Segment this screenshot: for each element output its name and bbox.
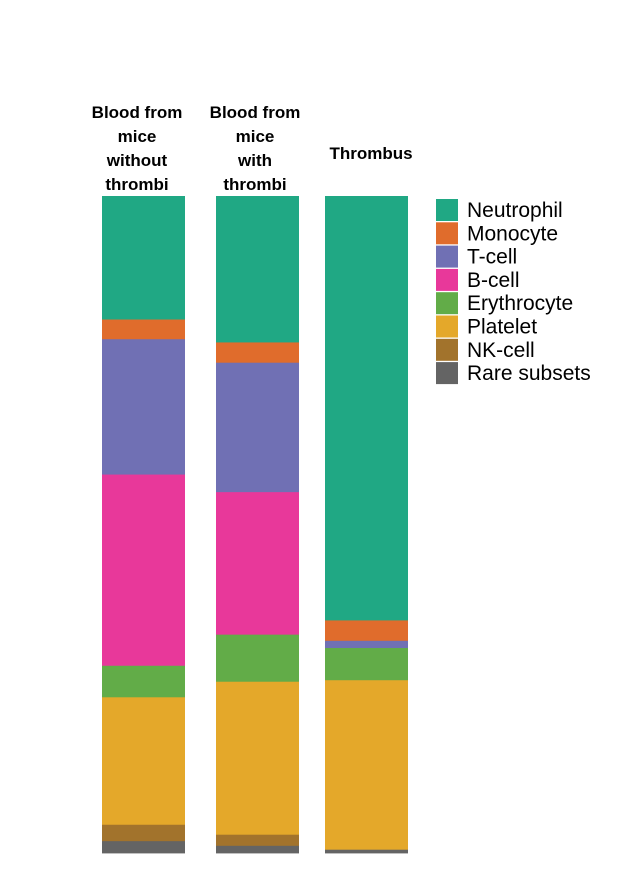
legend-label: Rare subsets — [467, 362, 591, 385]
bar-segment-erythrocyte — [325, 648, 408, 681]
bar-column-2 — [216, 196, 299, 854]
column-title-3: Thrombus — [329, 144, 412, 163]
legend-item-t-cell: T-cell — [436, 245, 517, 269]
legend-label: B-cell — [467, 269, 520, 292]
legend-swatch — [436, 292, 458, 315]
column-title-line: mice — [236, 127, 275, 146]
legend-item-rare-subsets: Rare subsets — [436, 362, 591, 385]
column-title-line: Thrombus — [329, 144, 412, 163]
bar-columns — [102, 196, 408, 854]
column-title-line: thrombi — [105, 175, 168, 194]
bar-segment-platelet — [102, 697, 185, 826]
bar-segment-erythrocyte — [216, 634, 299, 683]
bar-segment-nk-cell — [102, 824, 185, 842]
column-title-line: with — [237, 151, 272, 170]
bar-segment-monocyte — [325, 620, 408, 642]
bar-segment-monocyte — [102, 319, 185, 340]
bar-column-3 — [325, 196, 408, 854]
legend-swatch — [436, 222, 458, 245]
legend: NeutrophilMonocyteT-cellB-cellErythrocyt… — [436, 199, 591, 385]
bar-segment-rare-subsets — [102, 841, 185, 854]
column-title-line: thrombi — [223, 175, 286, 194]
legend-swatch — [436, 199, 458, 221]
bar-segment-platelet — [325, 680, 408, 851]
legend-item-platelet: Platelet — [436, 315, 537, 339]
bar-segment-rare-subsets — [325, 849, 408, 854]
legend-item-b-cell: B-cell — [436, 268, 520, 292]
column-title-line: Blood from — [210, 103, 301, 122]
column-title-1: Blood from mice without thrombi — [92, 103, 183, 194]
legend-label: NK-cell — [467, 339, 535, 362]
legend-swatch — [436, 338, 458, 361]
bar-segment-nk-cell — [216, 834, 299, 847]
bar-column-1 — [102, 196, 185, 854]
bar-segment-t-cell — [325, 640, 408, 649]
legend-label: Monocyte — [467, 222, 558, 245]
column-title-line: without — [106, 151, 168, 170]
legend-label: Neutrophil — [467, 199, 563, 222]
bar-segment-platelet — [216, 681, 299, 836]
bar-segment-erythrocyte — [102, 665, 185, 698]
legend-item-neutrophil: Neutrophil — [436, 199, 563, 222]
legend-label: Erythrocyte — [467, 292, 573, 315]
column-title-line: Blood from — [92, 103, 183, 122]
legend-label: T-cell — [467, 246, 517, 269]
column-titles: Blood from mice without thrombi Blood from mi… — [92, 103, 413, 194]
legend-item-nk-cell: NK-cell — [436, 338, 535, 362]
bar-segment-neutrophil — [325, 196, 408, 621]
legend-swatch — [436, 315, 458, 338]
bar-segment-monocyte — [216, 342, 299, 364]
legend-item-erythrocyte: Erythrocyte — [436, 292, 573, 315]
bar-segment-neutrophil — [216, 196, 299, 343]
bar-segment-rare-subsets — [216, 845, 299, 854]
bar-segment-neutrophil — [102, 196, 185, 320]
bar-segment-t-cell — [102, 339, 185, 475]
legend-label: Platelet — [467, 316, 537, 339]
bar-segment-b-cell — [102, 474, 185, 667]
legend-swatch — [436, 245, 458, 268]
column-title-line: mice — [118, 127, 157, 146]
bar-segment-t-cell — [216, 362, 299, 493]
column-title-2: Blood from mice with thrombi — [210, 103, 301, 194]
legend-swatch — [436, 268, 458, 291]
legend-item-monocyte: Monocyte — [436, 222, 558, 245]
legend-swatch — [436, 362, 458, 385]
bar-segment-b-cell — [216, 492, 299, 636]
